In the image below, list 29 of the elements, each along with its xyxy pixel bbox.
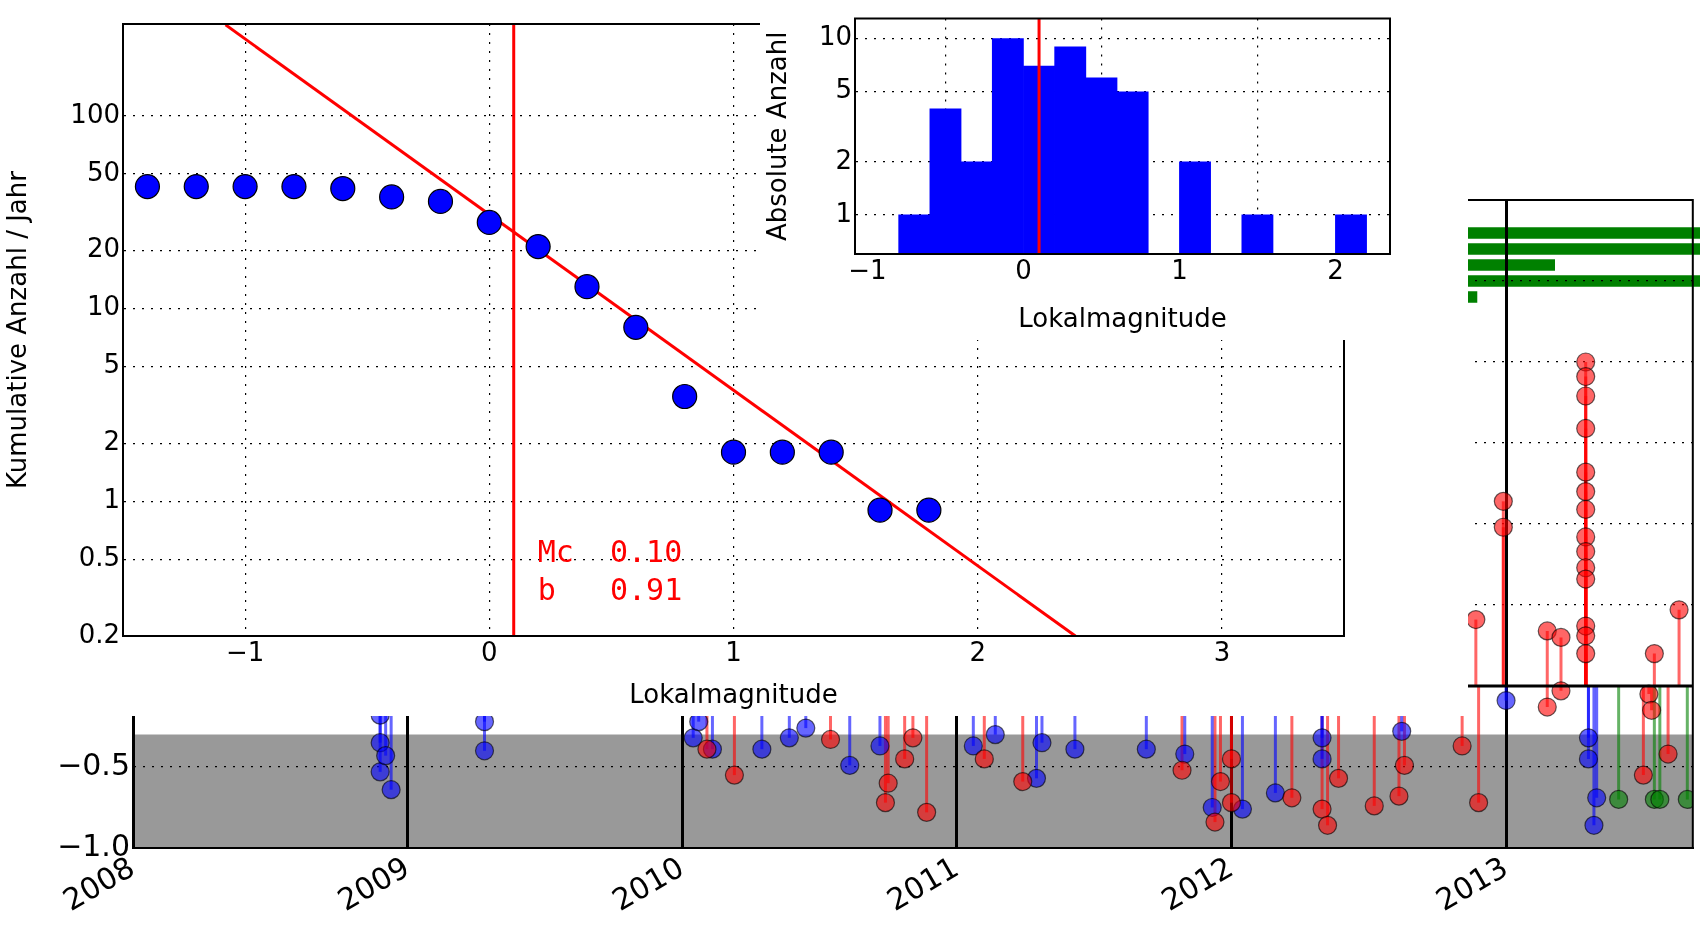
x-axis-title: Lokalmagnitude — [629, 679, 838, 710]
y-tick-label: 2 — [103, 426, 120, 457]
x-tick-label: 2 — [969, 637, 986, 668]
y-tick-label: 50 — [86, 156, 120, 187]
y-tick-label: 1 — [103, 484, 120, 515]
x-axis-title: Lokalmagnitude — [1018, 303, 1227, 334]
x-tick-label: 1 — [1171, 255, 1188, 286]
y-axis-title: Absolute Anzahl — [762, 31, 793, 242]
x-tick-label: −1 — [848, 255, 887, 286]
y-tick-label: 1 — [835, 197, 852, 228]
x-tick-label: −1 — [225, 637, 265, 668]
annotation: Mc 0.10 — [537, 533, 683, 569]
annotation: b 0.91 — [537, 571, 683, 607]
y-axis-title: Kumulative Anzahl / Jahr — [2, 170, 33, 489]
y-tick-label: −0.5 — [57, 746, 130, 782]
y-tick-label: 0.2 — [78, 618, 120, 649]
y-tick-label: 2 — [835, 144, 852, 175]
y-tick-label: 10 — [818, 21, 852, 52]
y-tick-label: 0.5 — [78, 542, 120, 573]
x-tick-label: 0 — [481, 637, 498, 668]
x-tick-label: 1 — [725, 637, 742, 668]
x-tick-label: 2 — [1327, 255, 1344, 286]
x-tick-label: 3 — [1213, 637, 1231, 668]
y-tick-label: 20 — [86, 233, 120, 264]
y-tick-label: 10 — [86, 291, 120, 322]
y-tick-label: 5 — [835, 74, 852, 105]
x-tick-label: 0 — [1015, 255, 1032, 286]
y-tick-label: 5 — [103, 349, 120, 380]
y-tick-label: 100 — [70, 98, 120, 129]
